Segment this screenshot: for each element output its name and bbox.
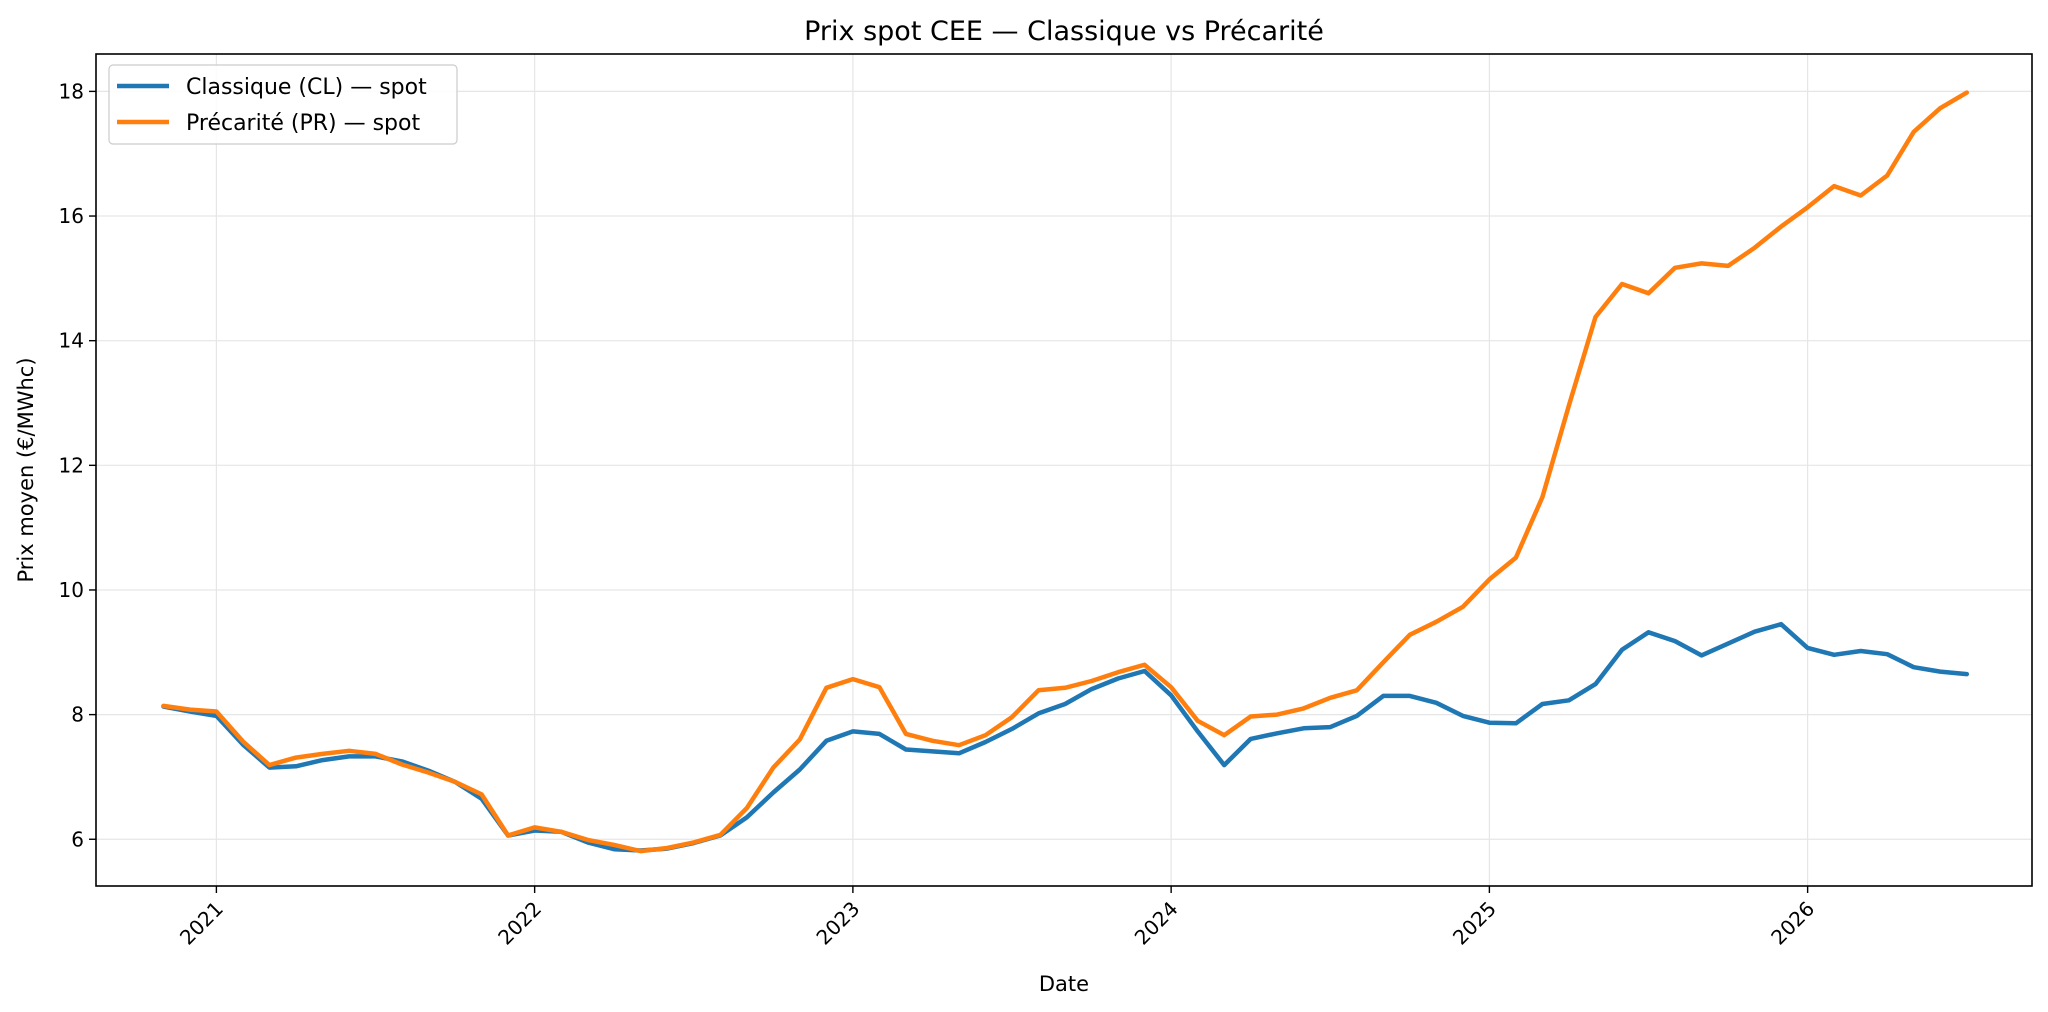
y-tick-label: 12 <box>59 453 84 477</box>
legend-label: Classique (CL) — spot <box>186 75 427 100</box>
chart-title: Prix spot CEE — Classique vs Précarité <box>804 16 1324 47</box>
x-tick-label: 2022 <box>493 897 546 950</box>
x-tick-label: 2024 <box>1130 897 1183 950</box>
y-tick-label: 6 <box>71 827 84 851</box>
y-tick-label: 16 <box>59 204 84 228</box>
legend: Classique (CL) — spot Précarité (PR) — sp… <box>108 64 458 145</box>
y-tick-label: 14 <box>59 329 84 353</box>
x-axis-title: Date <box>1039 972 1089 996</box>
y-tick-label: 10 <box>59 578 84 602</box>
legend-box <box>108 64 458 145</box>
x-tick-label: 2023 <box>811 897 864 950</box>
x-tick-label: 2026 <box>1766 897 1819 950</box>
grid-lines <box>96 54 2032 886</box>
series-layer <box>161 90 1970 854</box>
x-axis: 2021 2022 2023 2024 2025 2026 <box>175 886 1819 950</box>
y-tick-label: 18 <box>59 79 84 103</box>
y-axis-title: Prix moyen (€/MWhc) <box>14 357 38 582</box>
x-tick-label: 2025 <box>1448 897 1501 950</box>
y-tick-label: 8 <box>71 703 84 727</box>
series-line-classique <box>161 621 1970 853</box>
plot-frame <box>95 53 2033 887</box>
x-tick-label: 2021 <box>175 897 228 950</box>
series-line-precarite <box>161 90 1970 854</box>
y-axis: 6 8 10 12 14 16 18 <box>59 79 96 851</box>
legend-label: Précarité (PR) — spot <box>186 111 420 136</box>
